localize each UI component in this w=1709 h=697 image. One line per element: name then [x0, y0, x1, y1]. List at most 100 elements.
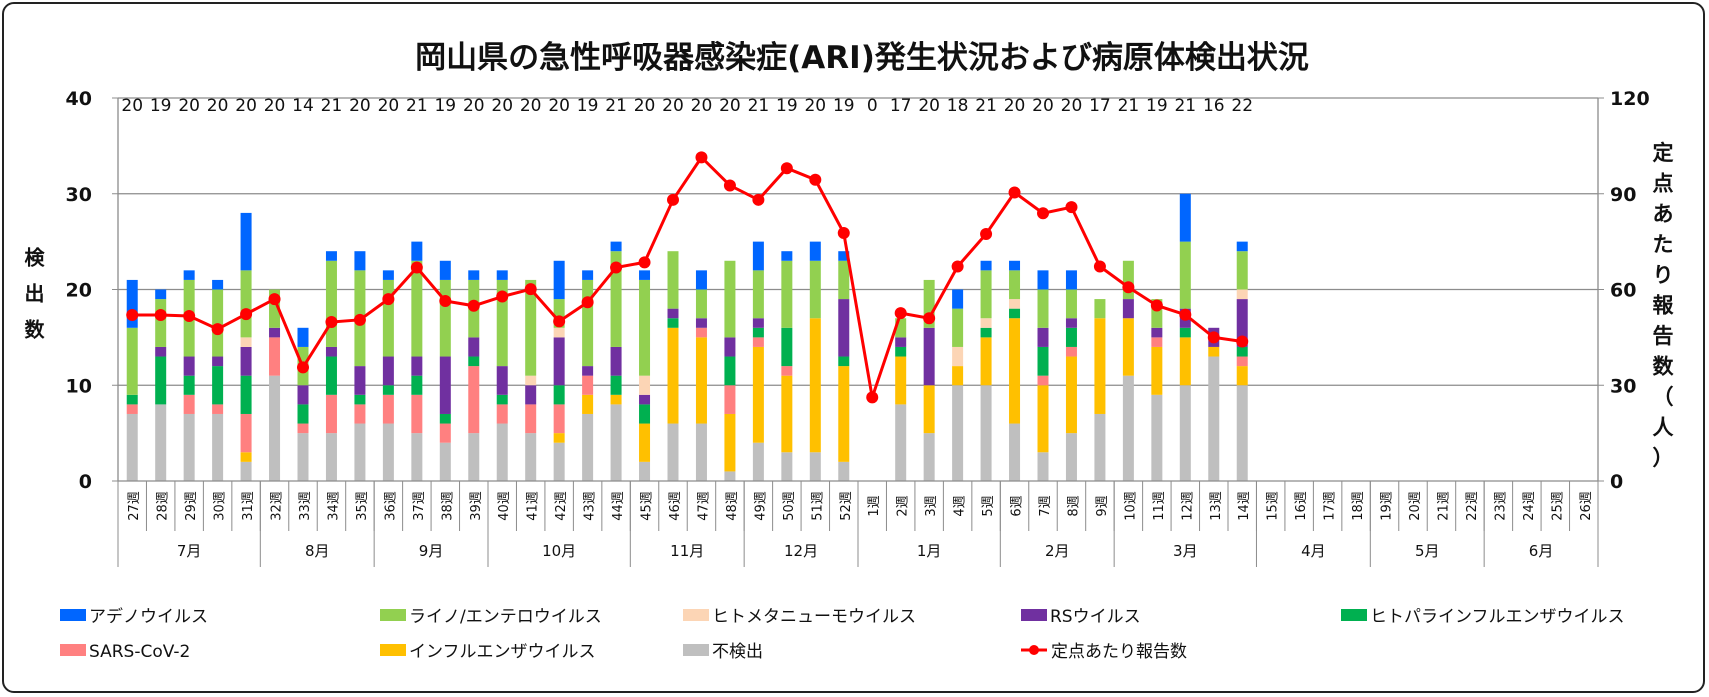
bar-rsv — [923, 327, 935, 386]
site-count-label: 17 — [1089, 96, 1111, 116]
week-label: 36週 — [383, 491, 398, 521]
week-label: 32週 — [270, 491, 285, 521]
bar-paraflu — [895, 346, 907, 357]
bar-flu — [980, 337, 992, 386]
month-label: 10月 — [542, 542, 576, 560]
bar-rhino — [639, 279, 651, 376]
legend-label: RSウイルス — [1050, 607, 1141, 627]
legend-label: 不検出 — [712, 642, 763, 662]
bar-rsv — [325, 346, 337, 357]
bar-rhino — [525, 279, 537, 376]
bar-sars — [1151, 337, 1163, 347]
bar-flu — [838, 366, 850, 462]
week-label: 41週 — [526, 491, 541, 521]
legend-label: ヒトメタニューモウイルス — [712, 607, 916, 627]
bar-rhino — [952, 308, 964, 347]
report-point — [410, 261, 423, 274]
bar-rsv — [354, 366, 366, 395]
week-label: 44週 — [611, 491, 626, 521]
week-label: 7週 — [1038, 495, 1053, 516]
bar-adeno — [1065, 270, 1077, 290]
week-label: 10週 — [1123, 491, 1138, 521]
week-label: 28週 — [156, 491, 171, 521]
bar-rhino — [439, 279, 451, 357]
bar-rsv — [468, 337, 480, 357]
bar-rsv — [1236, 299, 1248, 347]
bar-flu — [610, 394, 622, 405]
month-label: 5月 — [1415, 542, 1440, 560]
y2-tick-label: 60 — [1610, 280, 1636, 302]
report-point — [1150, 299, 1163, 312]
bar-paraflu — [781, 327, 793, 367]
report-point — [1236, 335, 1249, 348]
week-label: 11週 — [1152, 491, 1167, 521]
site-count-label: 16 — [1203, 96, 1225, 116]
site-count-label: 20 — [207, 96, 229, 116]
y2-axis-label-char: 点 — [1653, 172, 1674, 196]
week-label: 38週 — [440, 491, 455, 521]
bar-adeno — [354, 251, 366, 271]
bar-paraflu — [411, 375, 423, 395]
bar-flu — [1208, 346, 1220, 357]
bar-rhino — [752, 270, 764, 319]
week-label: 1週 — [867, 495, 882, 516]
bar-rsv — [895, 337, 907, 347]
legend-label: ライノ/エンテロウイルス — [409, 607, 602, 627]
week-label: 16週 — [1294, 491, 1309, 521]
y2-axis-label-char: た — [1653, 233, 1674, 257]
y2-axis-label-char: り — [1653, 263, 1674, 287]
bar-none — [923, 433, 935, 481]
report-point — [1122, 281, 1135, 294]
bar-flu — [639, 423, 651, 462]
legend-swatch-rhino — [380, 609, 406, 621]
site-count-label: 19 — [150, 96, 172, 116]
bar-sars — [496, 404, 508, 424]
bar-flu — [1094, 318, 1106, 414]
bar-rsv — [269, 327, 281, 338]
gridlines — [118, 97, 1598, 386]
bar-none — [553, 442, 565, 481]
y2-axis-label-char: 告 — [1653, 324, 1674, 348]
site-count-label: 20 — [691, 96, 713, 116]
bar-sars — [752, 337, 764, 347]
bar-adeno — [468, 270, 480, 280]
y-tick-label: 20 — [66, 280, 92, 302]
y2-axis-label-char: あ — [1653, 202, 1674, 226]
bar-sars — [553, 404, 565, 434]
bar-paraflu — [1065, 327, 1077, 347]
bar-rhino — [1009, 270, 1021, 300]
bar-none — [1122, 375, 1134, 481]
report-point — [126, 309, 139, 322]
week-label: 43週 — [583, 491, 598, 521]
bar-paraflu — [126, 394, 138, 405]
week-label: 2週 — [896, 495, 911, 516]
site-count-label: 20 — [719, 96, 741, 116]
bar-adeno — [1236, 241, 1248, 252]
bar-sars — [695, 327, 707, 338]
bar-flu — [695, 337, 707, 424]
bar-adeno — [582, 270, 594, 280]
site-count-labels: 20 19 20 20 20 20 14 21 20 20 21 19 20 20 20 20 19 21 20 20… — [121, 96, 1253, 116]
week-label: 14週 — [1237, 491, 1252, 521]
bar-flu — [923, 385, 935, 434]
y2-axis-label-char: 人 — [1653, 416, 1674, 440]
bar-none — [1094, 413, 1106, 481]
report-point — [951, 260, 964, 273]
bar-adeno — [639, 270, 651, 280]
report-point — [695, 151, 708, 164]
week-label: 6週 — [1010, 495, 1025, 516]
bar-adeno — [752, 241, 764, 271]
legend-swatch-sars — [60, 644, 86, 656]
bar-none — [610, 404, 622, 481]
bar-hmpv — [1236, 289, 1248, 300]
site-count-label: 17 — [890, 96, 912, 116]
bar-adeno — [439, 260, 451, 280]
week-label: 17週 — [1323, 491, 1338, 521]
bar-sars — [269, 337, 281, 376]
site-count-label: 0 — [867, 96, 878, 116]
report-point — [837, 227, 850, 240]
site-count-label: 20 — [463, 96, 485, 116]
legend-swatch-hmpv — [683, 609, 709, 621]
